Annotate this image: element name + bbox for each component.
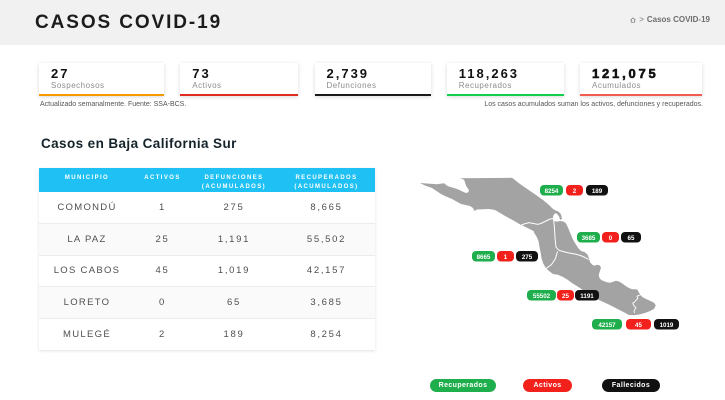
svg-text:25: 25 [562, 293, 569, 300]
svg-text:1: 1 [504, 254, 508, 261]
svg-text:8665: 8665 [477, 254, 491, 261]
svg-text:42157: 42157 [598, 322, 616, 329]
svg-text:65: 65 [628, 235, 635, 242]
svg-text:1191: 1191 [580, 293, 594, 300]
svg-text:55502: 55502 [533, 293, 551, 300]
svg-text:3685: 3685 [582, 235, 596, 242]
svg-text:275: 275 [522, 254, 533, 261]
svg-text:1019: 1019 [660, 322, 674, 329]
svg-text:189: 189 [592, 188, 603, 195]
svg-text:2: 2 [573, 188, 577, 195]
svg-text:45: 45 [635, 322, 642, 329]
svg-text:8254: 8254 [545, 188, 559, 195]
svg-text:0: 0 [609, 235, 613, 242]
